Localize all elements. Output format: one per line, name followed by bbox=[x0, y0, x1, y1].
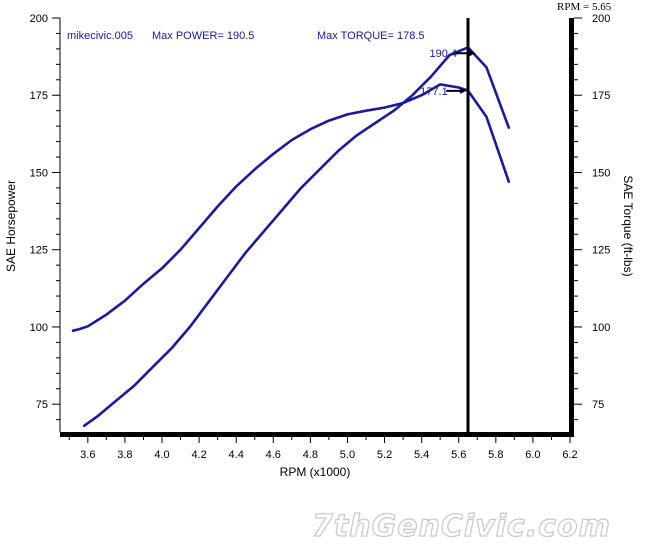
y-tick-label-left: 125 bbox=[30, 245, 48, 257]
y-tick-label-right: 100 bbox=[592, 322, 610, 334]
axis-ticks: 3.6 3.8 4.0 4.2 4.4 4.6 4.8 5.0 5.2 5.4 5.6 5.8 6.0 6… bbox=[30, 13, 611, 461]
annotation-label: 177.1 bbox=[420, 86, 448, 98]
y-axis-title-right: SAE Torque (ft-lbs) bbox=[621, 175, 635, 276]
y-tick-label-right: 75 bbox=[592, 399, 604, 411]
x-tick-label: 5.2 bbox=[377, 449, 392, 461]
x-tick-label: 3.8 bbox=[117, 449, 132, 461]
x-tick-label: 6.2 bbox=[562, 449, 577, 461]
power-curve bbox=[82, 46, 511, 428]
run-name: mikecivic.005 bbox=[67, 30, 133, 42]
x-tick-label: 4.2 bbox=[191, 449, 206, 461]
series-lines bbox=[71, 18, 511, 432]
annotation-arrowhead bbox=[469, 50, 476, 57]
y-tick-label-left: 100 bbox=[30, 322, 48, 334]
x-tick-label: 5.4 bbox=[414, 449, 429, 461]
y-tick-label-right: 125 bbox=[592, 245, 610, 257]
bottom-axis bbox=[60, 432, 574, 437]
torque-curve bbox=[71, 83, 511, 333]
annotation-arrowhead bbox=[460, 87, 467, 94]
y-tick-label-left: 150 bbox=[30, 167, 48, 179]
rpm-readout: RPM = 5.65 bbox=[557, 1, 612, 13]
y-tick-label-left: 200 bbox=[30, 13, 48, 25]
x-axis-title: RPM (x1000) bbox=[280, 465, 351, 479]
y-tick-label-right: 175 bbox=[592, 90, 610, 102]
x-tick-label: 6.0 bbox=[525, 449, 540, 461]
max-torque-label: Max TORQUE= 178.5 bbox=[317, 30, 425, 42]
x-tick-label: 4.0 bbox=[154, 449, 169, 461]
site-watermark: 7thGenCivic.com bbox=[312, 509, 611, 544]
x-tick-label: 5.6 bbox=[451, 449, 466, 461]
y-tick-label-right: 150 bbox=[592, 167, 610, 179]
x-tick-label: 5.0 bbox=[340, 449, 355, 461]
y-tick-label-left: 175 bbox=[30, 90, 48, 102]
y-tick-label-right: 200 bbox=[592, 13, 610, 25]
value-annotations: 190.4 177.1 bbox=[420, 48, 476, 98]
x-tick-label: 5.8 bbox=[488, 449, 503, 461]
y-axis-title-left: SAE Horsepower bbox=[4, 180, 18, 272]
x-tick-label: 3.6 bbox=[80, 449, 95, 461]
right-axis bbox=[569, 18, 574, 432]
y-tick-label-left: 75 bbox=[36, 399, 48, 411]
x-tick-label: 4.8 bbox=[303, 449, 318, 461]
max-power-label: Max POWER= 190.5 bbox=[152, 30, 254, 42]
annotation-label: 190.4 bbox=[429, 48, 457, 60]
x-tick-label: 4.4 bbox=[229, 449, 244, 461]
x-tick-label: 4.6 bbox=[266, 449, 281, 461]
